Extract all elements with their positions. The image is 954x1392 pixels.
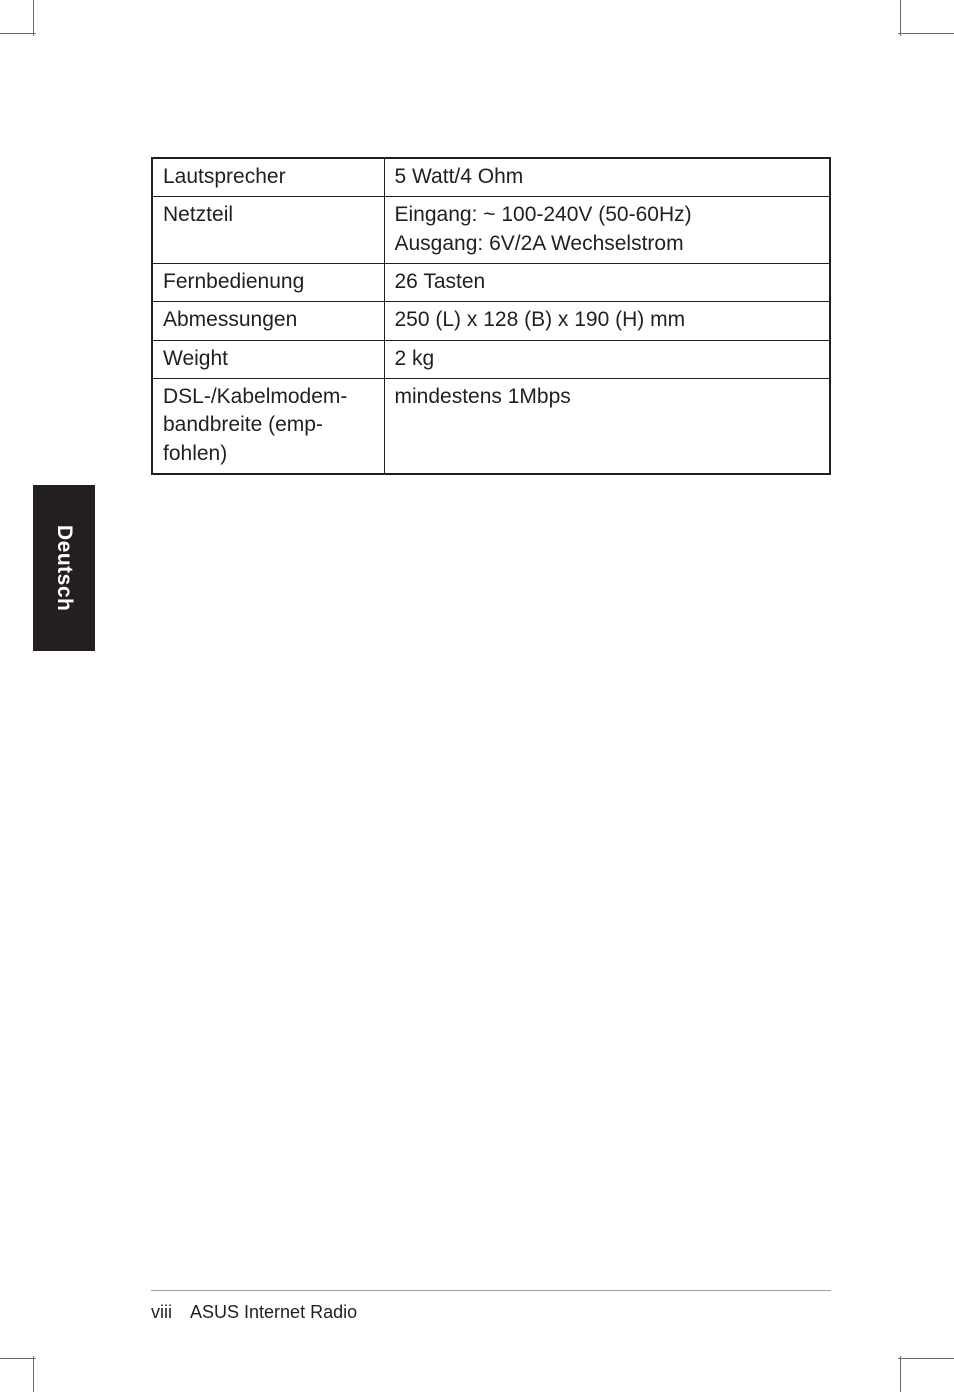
spec-value: Eingang: ~ 100-240V (50-60Hz)Ausgang: 6V… xyxy=(384,197,830,264)
spec-key: DSL-/Kabelmodem-bandbreite (emp-fohlen) xyxy=(152,379,384,475)
spec-key: Fernbedienung xyxy=(152,264,384,302)
table-row: DSL-/Kabelmodem-bandbreite (emp-fohlen) … xyxy=(152,379,830,475)
crop-mark xyxy=(898,1358,954,1359)
crop-mark xyxy=(33,0,34,36)
table-row: Netzteil Eingang: ~ 100-240V (50-60Hz)Au… xyxy=(152,197,830,264)
table-row: Abmessungen 250 (L) x 128 (B) x 190 (H) … xyxy=(152,302,830,340)
crop-mark xyxy=(33,1356,34,1392)
crop-mark xyxy=(900,0,901,36)
specifications-table: Lautsprecher 5 Watt/4 Ohm Netzteil Einga… xyxy=(151,157,831,475)
crop-mark xyxy=(898,33,954,34)
spec-key: Weight xyxy=(152,340,384,378)
spec-value: 5 Watt/4 Ohm xyxy=(384,158,830,197)
spec-key: Abmessungen xyxy=(152,302,384,340)
language-tab: Deutsch xyxy=(33,485,95,651)
spec-key: Netzteil xyxy=(152,197,384,264)
spec-key: Lautsprecher xyxy=(152,158,384,197)
language-label: Deutsch xyxy=(52,525,76,611)
table-row: Fernbedienung 26 Tasten xyxy=(152,264,830,302)
footer: viii ASUS Internet Radio xyxy=(151,1302,357,1323)
spec-value: 2 kg xyxy=(384,340,830,378)
page-number: viii xyxy=(151,1302,172,1322)
table-row: Weight 2 kg xyxy=(152,340,830,378)
footer-rule xyxy=(151,1290,831,1291)
crop-mark xyxy=(900,1356,901,1392)
spec-value: 250 (L) x 128 (B) x 190 (H) mm xyxy=(384,302,830,340)
table-row: Lautsprecher 5 Watt/4 Ohm xyxy=(152,158,830,197)
spec-value: 26 Tasten xyxy=(384,264,830,302)
crop-mark xyxy=(0,1358,36,1359)
crop-mark xyxy=(0,33,36,34)
page-content: Lautsprecher 5 Watt/4 Ohm Netzteil Einga… xyxy=(33,33,901,1359)
spec-value: mindestens 1Mbps xyxy=(384,379,830,475)
product-name: ASUS Internet Radio xyxy=(190,1302,357,1322)
